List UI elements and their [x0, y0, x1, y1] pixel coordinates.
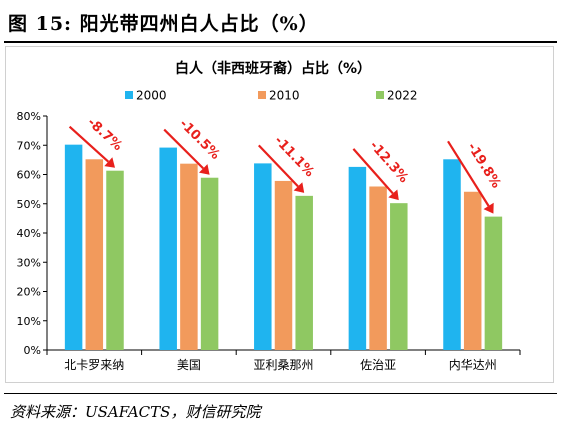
source-note: 资料来源：USAFACTS，财信研究院	[10, 403, 261, 421]
bottom-rule	[4, 393, 557, 394]
y-tick-label: 60%	[17, 169, 41, 182]
change-label: -8.7%	[84, 115, 125, 154]
bar-2022-2	[295, 195, 313, 350]
x-tick-label: 美国	[177, 358, 201, 372]
change-label: -11.1%	[271, 133, 317, 180]
legend-label-2010: 2010	[269, 89, 300, 103]
bar-2010-4	[463, 191, 482, 350]
bar-2010-1	[180, 163, 198, 350]
bar-2022-3	[390, 203, 408, 350]
change-arrow-head	[388, 189, 399, 201]
bar-2000-2	[254, 163, 272, 350]
x-tick-label: 北卡罗来纳	[64, 358, 124, 372]
change-arrow-line	[163, 128, 204, 170]
y-tick-label: 0%	[24, 344, 41, 357]
bar-2010-2	[274, 180, 293, 350]
y-tick-label: 30%	[17, 256, 41, 269]
change-arrow-line	[68, 125, 110, 163]
y-tick-label: 20%	[17, 286, 41, 299]
change-arrow-line	[447, 140, 490, 207]
y-tick-label: 50%	[17, 198, 41, 211]
legend-swatch-2000	[125, 91, 133, 99]
change-arrow-head	[104, 157, 115, 168]
bar-2022-0	[106, 170, 124, 350]
y-tick-label: 40%	[17, 227, 41, 240]
change-label: -12.3%	[366, 138, 411, 186]
legend-label-2022: 2022	[387, 89, 418, 103]
legend-swatch-2010	[258, 91, 266, 99]
bar-2022-1	[200, 177, 219, 350]
change-label: -10.5%	[176, 117, 222, 163]
bar-2000-4	[443, 159, 461, 350]
bar-2010-0	[85, 159, 104, 350]
change-arrow-line	[352, 148, 394, 195]
change-label: -19.8%	[464, 140, 504, 191]
change-arrow-head	[293, 182, 305, 193]
legend-label-2000: 2000	[136, 89, 167, 103]
x-tick-label: 内华达州	[449, 358, 497, 372]
change-arrow-line	[258, 144, 299, 188]
x-tick-label: 亚利桑那州	[253, 358, 313, 372]
top-rule	[4, 41, 557, 43]
figure-title: 图 15: 阳光带四州白人占比（%）	[8, 13, 319, 35]
change-arrow-head	[198, 164, 210, 175]
bar-2010-3	[369, 186, 387, 350]
bar-2022-4	[484, 216, 503, 350]
y-tick-label: 80%	[17, 110, 41, 123]
chart-title: 白人（非西班牙裔）占比（%）	[175, 60, 371, 77]
legend-swatch-2022	[376, 91, 384, 99]
bar-2000-0	[64, 144, 83, 350]
change-arrow-head	[483, 202, 494, 214]
bar-2000-1	[159, 147, 177, 350]
x-tick-label: 佐治亚	[360, 358, 396, 372]
y-tick-label: 10%	[17, 315, 41, 328]
y-tick-label: 70%	[17, 139, 41, 152]
bar-2000-3	[348, 166, 367, 350]
